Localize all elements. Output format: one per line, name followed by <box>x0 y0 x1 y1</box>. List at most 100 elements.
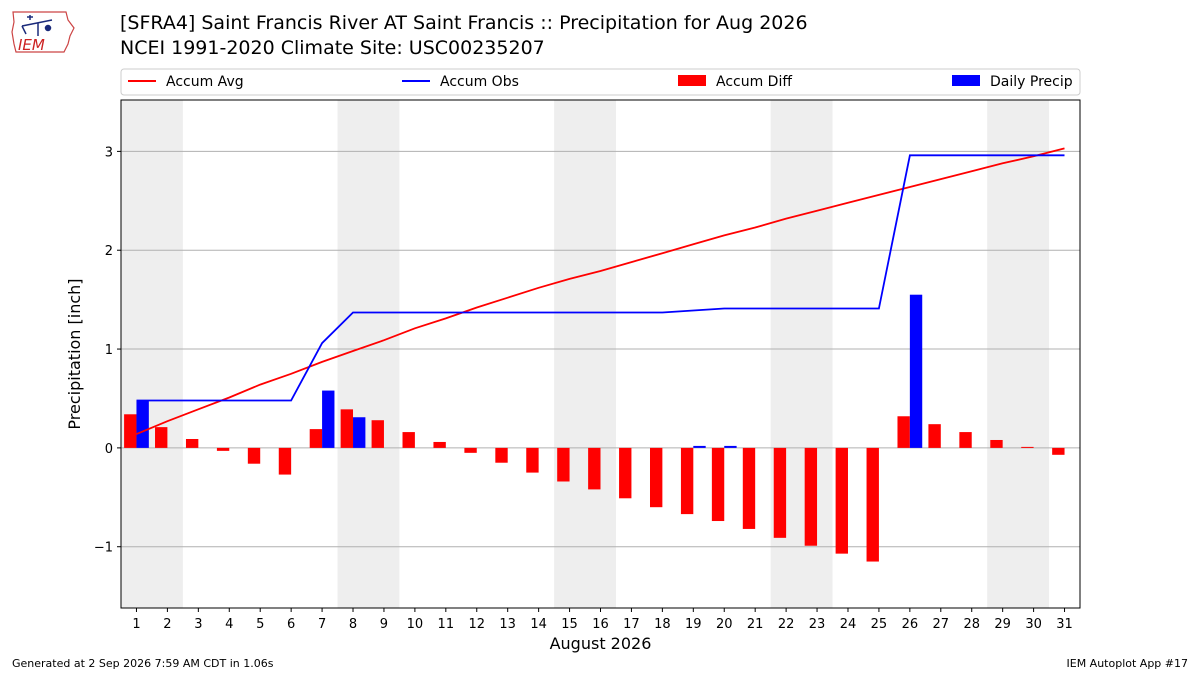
y-tick-label: 3 <box>105 145 113 160</box>
x-tick-label: 8 <box>349 617 357 632</box>
accum-diff-bar <box>185 438 199 448</box>
x-tick-label: 25 <box>871 617 888 632</box>
x-tick-label: 30 <box>1025 617 1042 632</box>
x-tick-label: 12 <box>468 617 485 632</box>
x-tick-label: 20 <box>716 617 733 632</box>
x-tick-label: 22 <box>778 617 795 632</box>
accum-diff-bar <box>309 429 323 448</box>
accum-diff-bar <box>557 447 570 482</box>
x-tick-label: 23 <box>809 617 826 632</box>
accum-diff-bar <box>402 432 415 448</box>
y-axis-label: Precipitation [inch] <box>65 278 84 429</box>
daily-precip-bar <box>353 417 366 448</box>
iem-logo: IEM <box>11 11 75 54</box>
accum-diff-bar <box>495 447 508 463</box>
daily-precip-bar <box>693 445 706 448</box>
x-tick-label: 3 <box>194 617 202 632</box>
legend-label: Accum Diff <box>716 74 792 90</box>
x-tick-label: 27 <box>933 617 950 632</box>
y-tick-label: 1 <box>105 343 113 358</box>
legend-swatch <box>678 75 706 86</box>
y-tick-label: 0 <box>105 442 113 457</box>
iowa-state-outline <box>11 11 75 53</box>
accum-obs-line <box>136 154 1065 402</box>
x-tick-label: 29 <box>994 617 1011 632</box>
weekend-band <box>554 100 616 608</box>
legend-label: Daily Precip <box>990 74 1073 90</box>
daily-precip-bar <box>724 445 737 448</box>
accum-avg-line <box>136 147 1065 435</box>
x-tick-label: 26 <box>902 617 919 632</box>
accum-diff-bar <box>959 432 972 448</box>
daily-precip-bar <box>136 400 149 448</box>
x-tick-label: 17 <box>623 617 640 632</box>
accum-diff-bar <box>278 447 292 475</box>
accum-diff-bar <box>1052 447 1065 455</box>
y-tick-label: 2 <box>105 244 113 259</box>
accum-diff-bar <box>928 424 941 448</box>
x-axis-label: August 2026 <box>550 634 652 653</box>
accum-diff-bar <box>464 447 477 453</box>
legend-accum-diff: Accum Diff <box>678 74 792 90</box>
accum-diff-bar <box>124 414 137 448</box>
x-tick-label: 13 <box>499 617 516 632</box>
x-tick-label: 18 <box>654 617 671 632</box>
accum-diff-bar <box>742 447 756 529</box>
x-tick-label: 7 <box>318 617 326 632</box>
accum-diff-bar <box>155 427 168 448</box>
accum-diff-bar <box>711 447 725 522</box>
x-tick-label: 21 <box>747 617 764 632</box>
chart-title: [SFRA4] Saint Francis River AT Saint Fra… <box>120 12 808 34</box>
legend-box <box>120 68 1081 96</box>
accum-diff-bar <box>371 420 384 448</box>
x-tick-label: 5 <box>256 617 264 632</box>
accum-diff-bar <box>619 447 632 499</box>
accum-diff-bar <box>990 439 1003 448</box>
logo-text: IEM <box>18 36 45 54</box>
x-tick-label: 4 <box>225 617 233 632</box>
generated-timestamp: Generated at 2 Sep 2026 7:59 AM CDT in 1… <box>12 657 274 670</box>
legend-accum-avg: Accum Avg <box>128 74 244 90</box>
x-tick-label: 6 <box>287 617 295 632</box>
weather-icon <box>21 15 53 36</box>
daily-precip-bar <box>322 390 335 448</box>
accum-diff-bar <box>247 447 261 464</box>
accum-diff-bar <box>1021 446 1034 448</box>
x-tick-label: 19 <box>685 617 702 632</box>
accum-diff-bar <box>835 447 848 554</box>
accum-diff-bar <box>897 416 910 448</box>
x-tick-label: 15 <box>561 617 578 632</box>
accum-diff-bar <box>680 447 694 515</box>
x-tick-label: 28 <box>963 617 980 632</box>
legend-daily-precip: Daily Precip <box>952 74 1073 90</box>
legend-label: Accum Obs <box>440 74 519 90</box>
x-tick-label: 1 <box>132 617 140 632</box>
legend-swatch <box>952 75 980 86</box>
legend-label: Accum Avg <box>166 74 244 90</box>
weekend-band <box>987 100 1050 608</box>
x-tick-label: 9 <box>380 617 388 632</box>
chart-subtitle: NCEI 1991-2020 Climate Site: USC00235207 <box>120 37 545 59</box>
weekend-band <box>121 100 183 608</box>
weekend-band <box>337 100 400 608</box>
x-tick-label: 10 <box>407 617 424 632</box>
x-tick-label: 24 <box>840 617 857 632</box>
legend-accum-obs: Accum Obs <box>402 74 519 90</box>
y-tick-label: −1 <box>94 541 113 556</box>
accum-diff-bar <box>804 447 818 546</box>
x-tick-label: 2 <box>163 617 171 632</box>
daily-precip-bar <box>909 294 923 448</box>
x-tick-label: 11 <box>438 617 455 632</box>
x-tick-label: 31 <box>1056 617 1073 632</box>
accum-diff-bar <box>649 447 663 508</box>
accum-diff-bar <box>340 409 354 448</box>
accum-diff-bar <box>588 447 601 490</box>
accum-diff-bar <box>866 447 879 562</box>
x-tick-label: 14 <box>530 617 547 632</box>
accum-diff-bar <box>216 447 230 451</box>
x-tick-label: 16 <box>592 617 609 632</box>
accum-diff-bar <box>433 441 446 448</box>
accum-diff-bar <box>526 447 539 473</box>
accum-diff-bar <box>773 447 787 538</box>
